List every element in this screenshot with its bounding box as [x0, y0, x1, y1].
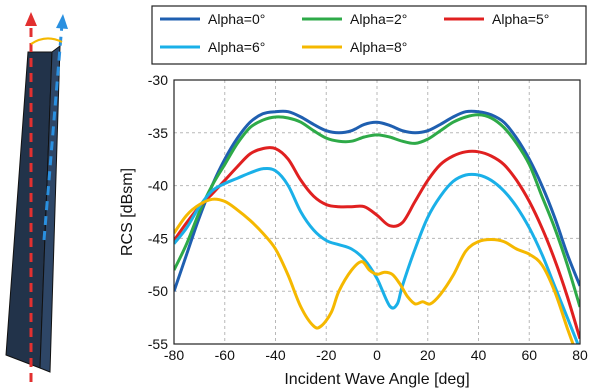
grid — [174, 80, 580, 344]
red-arrow-head-icon — [25, 12, 37, 26]
x-axis-label: Incident Wave Angle [deg] — [284, 371, 469, 388]
y-tick-label: -40 — [148, 178, 168, 194]
y-tick-label: -55 — [148, 336, 168, 352]
x-tick-label: 40 — [471, 347, 487, 363]
series-line-3 — [174, 166, 580, 344]
y-tick-label: -30 — [148, 72, 168, 88]
series-line-1 — [174, 113, 580, 308]
x-tick-label: -80 — [164, 347, 184, 363]
x-tick-label: 80 — [572, 347, 588, 363]
x-tick-label: 20 — [420, 347, 436, 363]
blue-arrow-head-icon — [56, 14, 68, 29]
legend-label-2: Alpha=5° — [492, 11, 549, 27]
plate-side-face — [39, 44, 61, 373]
series-line-2 — [174, 146, 580, 340]
x-tick-label: -40 — [265, 347, 285, 363]
legend-box — [151, 5, 587, 65]
series-line-4 — [174, 197, 575, 344]
y-tick-label: -45 — [148, 230, 168, 246]
y-tick-label: -50 — [148, 283, 168, 299]
y-tick-label: -35 — [148, 125, 168, 141]
plot-frame — [173, 79, 581, 345]
alpha-angle-arc — [30, 37, 63, 45]
legend-label-1: Alpha=2° — [350, 11, 407, 27]
series-line-0 — [174, 109, 580, 292]
x-tick-label: -20 — [316, 347, 336, 363]
legend: Alpha=0° Alpha=2° Alpha=5° Alpha=6° Alpha=8° — [151, 5, 587, 65]
tick-labels: -80 -60 -40 -20 0 20 40 60 80 -55 -50 -45 -40 -35 -30 — [148, 72, 588, 363]
x-tick-label: 60 — [521, 347, 537, 363]
plate-illustration — [5, 12, 68, 382]
plot-area: -80 -60 -40 -20 0 20 40 60 80 -55 -50 -45 -40 -35 -30 — [148, 72, 588, 363]
legend-label-3: Alpha=6° — [208, 39, 265, 55]
legend-label-0: Alpha=0° — [208, 11, 265, 27]
x-tick-label: 0 — [373, 347, 381, 363]
x-tick-label: -60 — [215, 347, 235, 363]
tilted-axis-line — [42, 23, 64, 241]
series-group — [174, 109, 580, 344]
legend-label-4: Alpha=8° — [350, 39, 407, 55]
y-axis-label: RCS [dBsm] — [119, 168, 136, 256]
